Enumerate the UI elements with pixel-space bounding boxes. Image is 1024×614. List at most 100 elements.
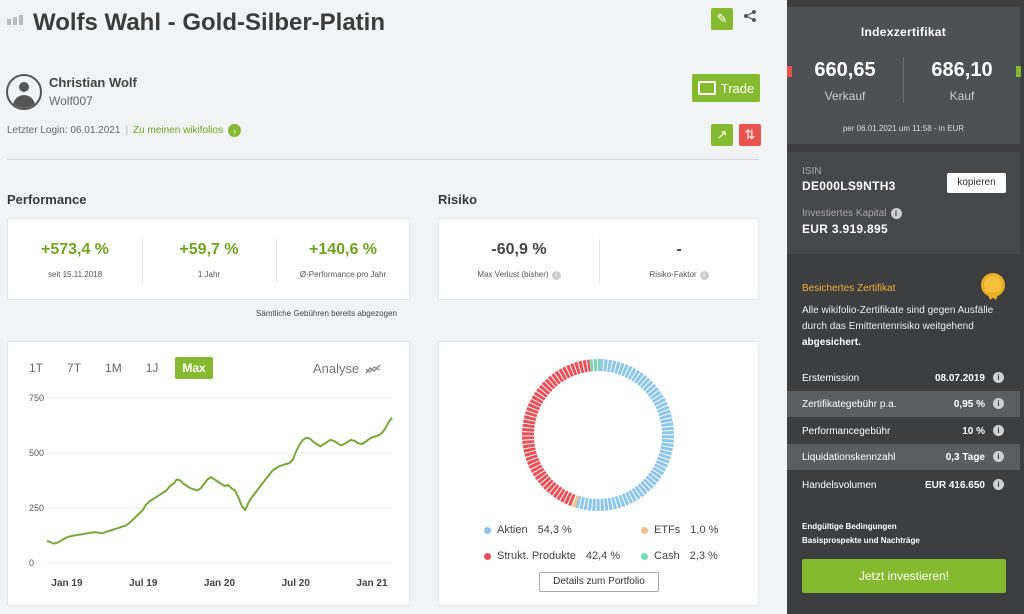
copy-isin-button[interactable]: kopieren <box>947 173 1006 193</box>
legend-dot <box>641 552 648 560</box>
legend-value: 54,3 % <box>537 524 572 536</box>
kpi-max-loss: -60,9 % Max Verlust (bisher) i <box>439 219 599 299</box>
kpi-value: +573,4 % <box>40 241 110 258</box>
kpi-label: seit 15.11.2018 <box>47 270 103 279</box>
analyse-label: Analyse <box>313 361 360 376</box>
chart-range-tabs: 1T 7T 1M 1J Max <box>22 357 223 379</box>
invest-button[interactable]: Jetzt investieren! <box>802 559 1006 593</box>
up-down-arrows-icon: ⇅ <box>744 127 756 142</box>
kpi-label: 1 Jahr <box>197 270 221 279</box>
trade-button[interactable]: Trade <box>692 74 760 102</box>
prospectus-link[interactable]: Basisprospekte und Nachträge <box>802 536 920 545</box>
document-links: Endgültige Bedingungen Basisprospekte un… <box>802 520 920 548</box>
info-icon[interactable]: i <box>890 208 902 219</box>
info-icon[interactable]: i <box>993 372 1004 383</box>
legend-label: Aktien <box>497 524 528 536</box>
series-line[interactable] <box>46 417 393 545</box>
detail-label: Erstemission <box>802 373 860 384</box>
tab-7t[interactable]: 7T <box>67 361 82 375</box>
detail-label: Zertifikategebühr p.a. <box>802 399 897 410</box>
legend-label: ETFs <box>654 524 681 536</box>
kpi-avg-per-year: +140,6 % Ø-Performance pro Jahr <box>276 219 410 299</box>
donut-slice[interactable] <box>522 359 591 507</box>
author-name[interactable]: Christian Wolf <box>49 75 137 90</box>
terms-link[interactable]: Endgültige Bedingungen <box>802 522 897 531</box>
performance-chart-card <box>7 341 410 606</box>
detail-value: 10 % <box>962 426 985 437</box>
detail-value: 08.07.2019 <box>934 373 985 384</box>
portfolio-donut-chart[interactable] <box>503 357 693 513</box>
kpi-label: Max Verlust (bisher) i <box>439 270 599 280</box>
trade-arrows-button[interactable]: ⇅ <box>739 124 761 146</box>
price-box: Indexzertifikat 660,65 Verkauf 686,10 Ka… <box>787 7 1020 144</box>
my-wikifolios-link[interactable]: Zu meinen wikifolios <box>133 125 224 136</box>
tab-1j[interactable]: 1J <box>145 361 159 375</box>
performance-line-chart[interactable]: 0 250 500 750 Jan 19 Jul 19 Jan 20 Jul 20 Jan 21 <box>7 385 410 595</box>
secured-text: Alle wikifolio-Zertifikate sind gegen Au… <box>802 305 994 348</box>
detail-label: Performancegebühr <box>802 426 891 437</box>
x-tick-label: Jul 19 <box>129 578 158 589</box>
arrow-right-icon[interactable]: › <box>228 124 242 137</box>
login-line: Letzter Login: 06.01.2021 | Zu meinen wi… <box>7 124 242 137</box>
share-button[interactable] <box>743 9 757 26</box>
detail-row-performance-fee: Performancegebühr 10 % i <box>787 418 1020 444</box>
y-tick-label: 0 <box>29 558 34 568</box>
detail-value: 0,3 Tage <box>945 452 985 463</box>
isin-box: ISIN DE000LS9NTH3 kopieren Investiertes … <box>787 152 1020 254</box>
divider <box>7 159 759 160</box>
certificate-panel: Indexzertifikat 660,65 Verkauf 686,10 Ka… <box>787 0 1024 614</box>
author-username: Wolf007 <box>49 94 93 108</box>
portfolio-details-button[interactable]: Details zum Portfolio <box>539 572 659 592</box>
portfolio-card <box>438 341 759 606</box>
analyse-button[interactable]: Analyse <box>313 361 381 376</box>
kpi-since-start: +573,4 % seit 15.11.2018 <box>8 219 142 299</box>
info-icon[interactable]: i <box>699 271 709 280</box>
info-icon[interactable]: i <box>993 451 1004 462</box>
kpi-value: - <box>676 241 682 258</box>
kpi-risk-factor: - Risiko-Faktor i <box>599 219 759 299</box>
tab-1m[interactable]: 1M <box>105 361 122 375</box>
performance-title: Performance <box>7 192 87 207</box>
legend-cash: Cash 2,3 % <box>641 550 718 562</box>
info-icon[interactable]: i <box>993 425 1004 436</box>
donut-slice[interactable] <box>571 494 580 508</box>
sell-indicator <box>787 66 792 77</box>
isin-label: ISIN <box>802 166 822 177</box>
tab-1t[interactable]: 1T <box>29 361 44 375</box>
legend-label: Strukt. Produkte <box>497 550 576 562</box>
chart-compare-button[interactable]: ↗ <box>711 124 733 146</box>
legend-dot <box>641 526 648 534</box>
kpi-value: +59,7 % <box>179 241 239 258</box>
detail-label: Handelsvolumen <box>802 480 877 491</box>
certificate-title: Indexzertifikat <box>860 25 947 39</box>
tab-max[interactable]: Max <box>175 357 213 379</box>
bar-chart-icon <box>7 15 23 25</box>
detail-row-erstemission: Erstemission 08.07.2019 i <box>787 365 1020 391</box>
legend-strukt: Strukt. Produkte 42,4 % <box>484 550 620 562</box>
detail-row-fee: Zertifikategebühr p.a. 0,95 % i <box>787 391 1020 417</box>
detail-label: Liquidationskennzahl <box>802 452 896 463</box>
secured-title: Besichertes Zertifikat <box>802 283 896 294</box>
trade-monitor-icon <box>697 81 716 95</box>
info-icon[interactable]: i <box>551 271 561 280</box>
price-timestamp: per 06.01.2021 um 11:58 - in EUR <box>842 124 965 133</box>
legend-value: 2,3 % <box>689 550 718 562</box>
donut-slice[interactable] <box>575 359 674 511</box>
kpi-label: Ø-Performance pro Jahr <box>299 270 387 279</box>
x-tick-label: Jul 20 <box>282 578 311 589</box>
info-icon[interactable]: i <box>993 479 1004 490</box>
analyse-chart-icon <box>365 363 381 373</box>
edit-button[interactable]: ✎ <box>711 8 733 30</box>
x-tick-label: Jan 20 <box>204 578 236 589</box>
y-tick-label: 500 <box>29 448 44 458</box>
legend-label: Cash <box>654 550 680 562</box>
y-tick-label: 250 <box>29 503 44 513</box>
buy-price: 686,10 <box>931 59 993 81</box>
y-tick-label: 750 <box>29 393 44 403</box>
legend-etfs: ETFs 1,0 % <box>641 524 718 536</box>
kpi-label: Risiko-Faktor i <box>599 270 759 280</box>
info-icon[interactable]: i <box>993 398 1004 409</box>
fees-note: Sämtliche Gebühren bereits abgezogen <box>256 309 397 318</box>
performance-card: +573,4 % seit 15.11.2018 +59,7 % 1 Jahr … <box>7 218 410 300</box>
avatar[interactable] <box>6 74 42 110</box>
